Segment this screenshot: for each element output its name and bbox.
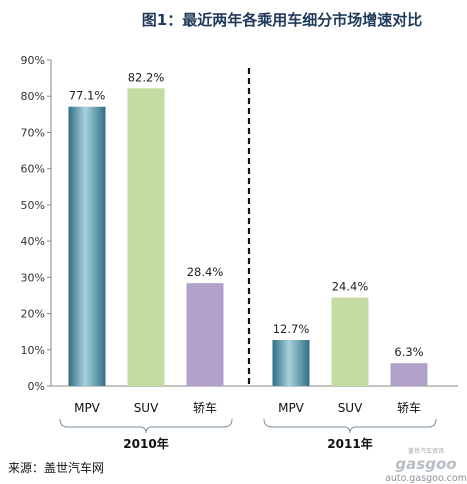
bars — [68, 88, 428, 387]
group-label: 2011年 — [327, 436, 372, 451]
group-labels: 2010年 2011年 — [59, 418, 437, 451]
category-label: SUV — [134, 401, 159, 415]
data-label: 12.7% — [273, 322, 310, 336]
category-label: 轿车 — [193, 400, 217, 415]
chart-title: 图1：最近两年各乘用车细分市场增速对比 — [142, 11, 422, 29]
group-bracket — [59, 418, 233, 434]
y-tick-label: 30% — [21, 271, 45, 284]
category-label: 轿车 — [397, 400, 421, 415]
watermark-url: auto.gasgoo.com — [385, 473, 467, 484]
y-tick-label: 20% — [21, 308, 45, 321]
y-tick-label: 80% — [21, 90, 45, 103]
category-labels: MPV SUV 轿车 MPV SUV 轿车 — [74, 400, 421, 415]
y-tick-label: 40% — [21, 235, 45, 248]
source-note: 来源：盖世汽车网 — [8, 460, 104, 475]
value-labels: 77.1% 82.2% 28.4% 12.7% 24.4% 6.3% — [69, 70, 424, 359]
bar — [68, 106, 106, 386]
data-label: 82.2% — [128, 70, 165, 84]
bar — [272, 339, 310, 386]
y-tick-label: 50% — [21, 199, 45, 212]
category-label: MPV — [74, 401, 101, 415]
data-label: 6.3% — [394, 345, 423, 359]
watermark: 盖世汽车资讯 gasgoo auto.gasgoo.com — [385, 447, 467, 484]
y-axis: 0% 10% 20% 30% 40% 50% 60% 70% 80% 90% — [21, 54, 458, 393]
bar — [127, 88, 165, 387]
bar — [186, 283, 224, 386]
watermark-brand: gasgoo — [395, 455, 456, 473]
data-label: 77.1% — [69, 89, 106, 103]
bar — [390, 363, 428, 386]
category-label: SUV — [338, 401, 363, 415]
bar — [331, 297, 369, 386]
group-bracket — [263, 418, 437, 434]
y-tick-label: 60% — [21, 163, 45, 176]
watermark-tagline: 盖世汽车资讯 — [408, 447, 444, 455]
data-label: 28.4% — [187, 265, 224, 279]
y-tick-label: 90% — [21, 54, 45, 67]
category-label: MPV — [278, 401, 305, 415]
group-label: 2010年 — [123, 436, 168, 451]
y-tick-label: 70% — [21, 126, 45, 139]
y-tick-label: 10% — [21, 344, 45, 357]
y-tick-label: 0% — [28, 380, 45, 393]
data-label: 24.4% — [332, 280, 369, 294]
